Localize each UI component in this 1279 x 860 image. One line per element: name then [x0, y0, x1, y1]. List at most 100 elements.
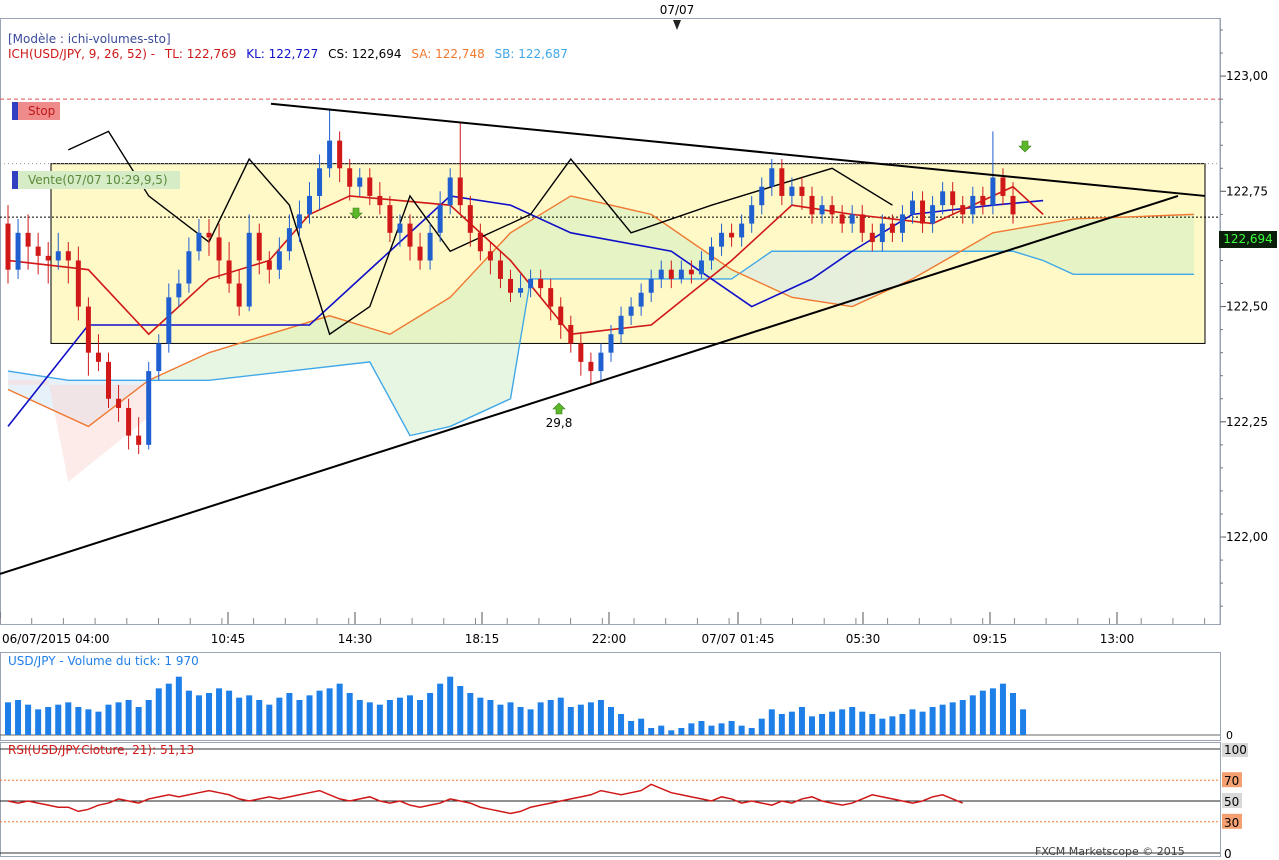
cloud-segment	[570, 195, 581, 279]
candle-body	[940, 191, 946, 206]
cloud-segment	[389, 328, 400, 418]
cloud-segment	[822, 251, 833, 304]
candle-body	[126, 407, 132, 436]
cloud-segment	[450, 286, 461, 427]
date-marker-arrow	[673, 20, 681, 30]
candle-body	[447, 177, 453, 206]
candle-body	[246, 232, 252, 307]
volume-bar	[587, 702, 594, 735]
volume-bar	[85, 709, 92, 735]
cloud-segment	[1033, 224, 1044, 261]
volume-bar	[939, 704, 946, 735]
volume-bar	[145, 700, 152, 735]
volume-bar	[899, 714, 906, 735]
volume-bar	[386, 700, 393, 735]
volume-bar	[738, 725, 745, 735]
candle-body	[186, 251, 192, 284]
volume-bar	[376, 704, 383, 735]
volume-bar	[135, 707, 142, 735]
volume-bar	[748, 728, 755, 735]
volume-bar	[698, 721, 705, 735]
cloud-segment	[410, 315, 421, 436]
candle-body	[990, 177, 996, 206]
cloud-segment	[1173, 214, 1184, 275]
rsi-level-label: 100	[1224, 743, 1247, 757]
volume-bar	[839, 709, 846, 735]
volume-bar	[718, 723, 725, 735]
cloud-segment	[902, 251, 913, 284]
support-trendline	[0, 194, 1179, 575]
candle-body	[5, 223, 11, 270]
candle-body	[879, 223, 885, 243]
rsi-level-label: 70	[1224, 774, 1239, 788]
cloud-segment	[651, 214, 662, 279]
cloud-segment	[812, 251, 823, 302]
senkou-a-value: SA: 122,748	[411, 47, 485, 61]
volume-bar	[45, 707, 52, 735]
volume-bar	[869, 714, 876, 735]
candle-body	[568, 325, 574, 344]
candle-body	[508, 278, 513, 293]
volume-bar	[909, 709, 916, 735]
volume-bar	[658, 725, 665, 735]
cloud-segment	[480, 254, 491, 413]
volume-bar	[185, 690, 192, 735]
volume-bar	[316, 690, 323, 735]
cloud-segment	[279, 328, 290, 373]
cloud-segment	[761, 251, 772, 289]
stop-order-flag[interactable]: Stop	[12, 102, 60, 120]
sell-signal-arrow	[349, 207, 363, 220]
cloud-segment	[771, 251, 782, 293]
cloud-segment	[188, 357, 199, 381]
volume-bar	[15, 700, 22, 735]
rsi-line	[7, 783, 964, 815]
cloud-segment	[359, 325, 370, 364]
time-tick-label: 09:15	[973, 632, 1008, 646]
cloud-segment	[158, 371, 169, 381]
candle-body	[216, 237, 222, 261]
rsi-level-label: 30	[1224, 816, 1239, 830]
cloud-segment	[399, 321, 410, 436]
cloud-segment	[801, 251, 812, 301]
volume-bar	[809, 716, 815, 735]
volume-bar	[618, 714, 625, 735]
candle-body	[548, 288, 554, 307]
volume-bar	[346, 693, 353, 735]
candle-body	[869, 232, 875, 243]
cloud-segment	[1133, 216, 1144, 275]
candle-body	[809, 195, 815, 215]
candle-body	[206, 232, 212, 238]
rsi-panel-frame	[0, 742, 1221, 857]
candle-body	[156, 343, 162, 372]
candle-body	[296, 214, 302, 229]
candle-body	[477, 232, 483, 252]
volume-bar	[638, 718, 645, 735]
candle-body	[196, 232, 202, 252]
cloud-segment	[349, 321, 360, 365]
candle-body	[709, 246, 714, 261]
candle-body	[116, 398, 122, 408]
cloud-segment	[249, 337, 260, 376]
time-tick-label: 14:30	[338, 632, 373, 646]
cloud-segment	[1123, 216, 1134, 275]
volume-bar	[165, 683, 172, 735]
volume-bar	[648, 728, 655, 735]
candle-body	[417, 246, 423, 261]
candle-body	[759, 186, 765, 206]
cloud-segment	[550, 202, 561, 279]
top-date-label: 07/07	[660, 3, 695, 17]
volume-bar	[628, 721, 635, 735]
candle-body	[910, 200, 915, 215]
volume-bar	[356, 700, 363, 735]
candle-body	[729, 232, 735, 238]
candle-body	[387, 205, 393, 233]
cloud-segment	[460, 275, 471, 422]
cloud-segment	[842, 251, 853, 307]
cloud-segment	[329, 315, 340, 367]
candle-body	[849, 214, 855, 224]
volume-bar	[527, 709, 534, 735]
candle-body	[628, 306, 634, 316]
sell-order-flag[interactable]: Vente(07/07 10:29,9,5)	[12, 171, 180, 189]
cloud-segment	[540, 208, 551, 279]
cloud-segment	[178, 361, 189, 381]
